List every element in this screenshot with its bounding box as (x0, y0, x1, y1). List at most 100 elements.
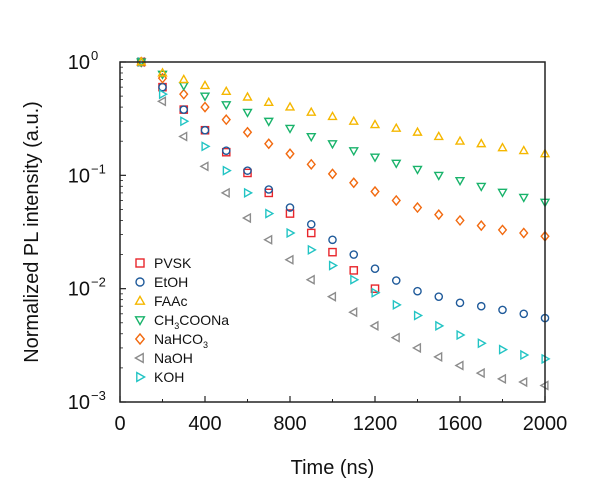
data-point (391, 194, 401, 207)
data-point (391, 122, 402, 132)
data-point (454, 135, 466, 145)
data-point (435, 320, 445, 331)
y-tick-exponent: −1 (91, 161, 106, 176)
data-point (498, 344, 509, 355)
data-point (349, 177, 359, 189)
data-point (369, 119, 381, 129)
x-tick-label: 0 (114, 413, 125, 435)
data-point (179, 88, 189, 100)
data-point (199, 79, 211, 90)
data-point (327, 140, 338, 150)
data-point (157, 67, 168, 77)
data-point (498, 305, 507, 315)
data-point (411, 342, 422, 354)
data-point (284, 124, 296, 134)
data-point (455, 298, 465, 308)
data-point (242, 126, 253, 138)
x-tick-label: 1200 (353, 413, 398, 435)
data-point (178, 81, 189, 92)
data-point (369, 320, 379, 331)
data-point (390, 332, 400, 343)
legend-marker (133, 352, 144, 364)
data-point (242, 91, 253, 101)
data-point (391, 276, 401, 285)
data-point (156, 96, 167, 107)
data-point (476, 301, 486, 311)
data-point (413, 310, 424, 321)
data-point (496, 373, 507, 385)
legend-label: KOH (154, 369, 184, 385)
data-point (199, 92, 211, 102)
data-point (454, 176, 466, 187)
data-point (392, 299, 402, 310)
data-point (497, 224, 508, 236)
y-tick-exponent: −3 (91, 388, 106, 403)
data-point (263, 117, 274, 127)
data-point (263, 234, 273, 245)
x-tick-label: 2000 (523, 413, 568, 435)
data-point (180, 116, 190, 127)
data-point (518, 193, 529, 203)
data-point (243, 166, 252, 175)
data-point (433, 351, 443, 363)
data-point (475, 367, 485, 379)
data-point (520, 349, 530, 361)
data-point (284, 101, 296, 111)
data-point (413, 286, 422, 296)
x-tick-label: 400 (188, 413, 221, 435)
data-point (412, 201, 423, 214)
series-NaOH (135, 56, 549, 391)
data-point (370, 264, 380, 274)
data-point (264, 138, 274, 150)
data-point (241, 212, 252, 224)
series-FAAc (136, 56, 551, 158)
legend-marker (134, 316, 146, 327)
data-point (285, 209, 295, 218)
data-point (454, 360, 464, 371)
y-tick-exponent: −2 (91, 275, 106, 290)
data-point (306, 132, 317, 143)
data-point (305, 274, 315, 285)
data-point (369, 153, 381, 163)
data-point (412, 165, 423, 175)
data-point (157, 70, 168, 80)
legend-marker (134, 294, 146, 305)
data-point (221, 146, 231, 155)
data-point (243, 187, 254, 199)
y-tick-label: 10 (68, 52, 90, 74)
data-point (370, 185, 380, 198)
data-point (497, 188, 508, 198)
data-point (497, 142, 508, 152)
data-point (327, 111, 338, 121)
data-point (157, 72, 168, 84)
data-point (328, 247, 337, 257)
plot-area (135, 56, 551, 391)
data-point (370, 284, 380, 293)
data-point (518, 376, 528, 388)
data-point (307, 244, 317, 256)
data-point (433, 130, 444, 141)
data-point (327, 168, 338, 180)
data-point (221, 114, 231, 126)
data-point (264, 185, 274, 194)
data-point (476, 220, 486, 232)
legend-marker (134, 332, 146, 346)
data-point (519, 227, 529, 239)
series-KOH (137, 56, 551, 365)
series-CH3COONa (136, 58, 551, 208)
legend-label: EtOH (154, 274, 188, 290)
data-point (477, 338, 487, 349)
data-point (306, 106, 317, 116)
data-point (200, 125, 210, 135)
data-point (222, 165, 232, 176)
data-point (349, 266, 359, 275)
data-point (348, 307, 358, 318)
data-point (455, 214, 465, 227)
legend-label: NaHCO3 (154, 331, 208, 350)
data-point (221, 101, 232, 111)
data-point (518, 145, 529, 155)
data-point (348, 147, 359, 157)
x-axis-label: Time (ns) (291, 457, 375, 479)
y-tick-exponent: 0 (91, 48, 98, 63)
y-tick-label: 10 (68, 392, 90, 414)
